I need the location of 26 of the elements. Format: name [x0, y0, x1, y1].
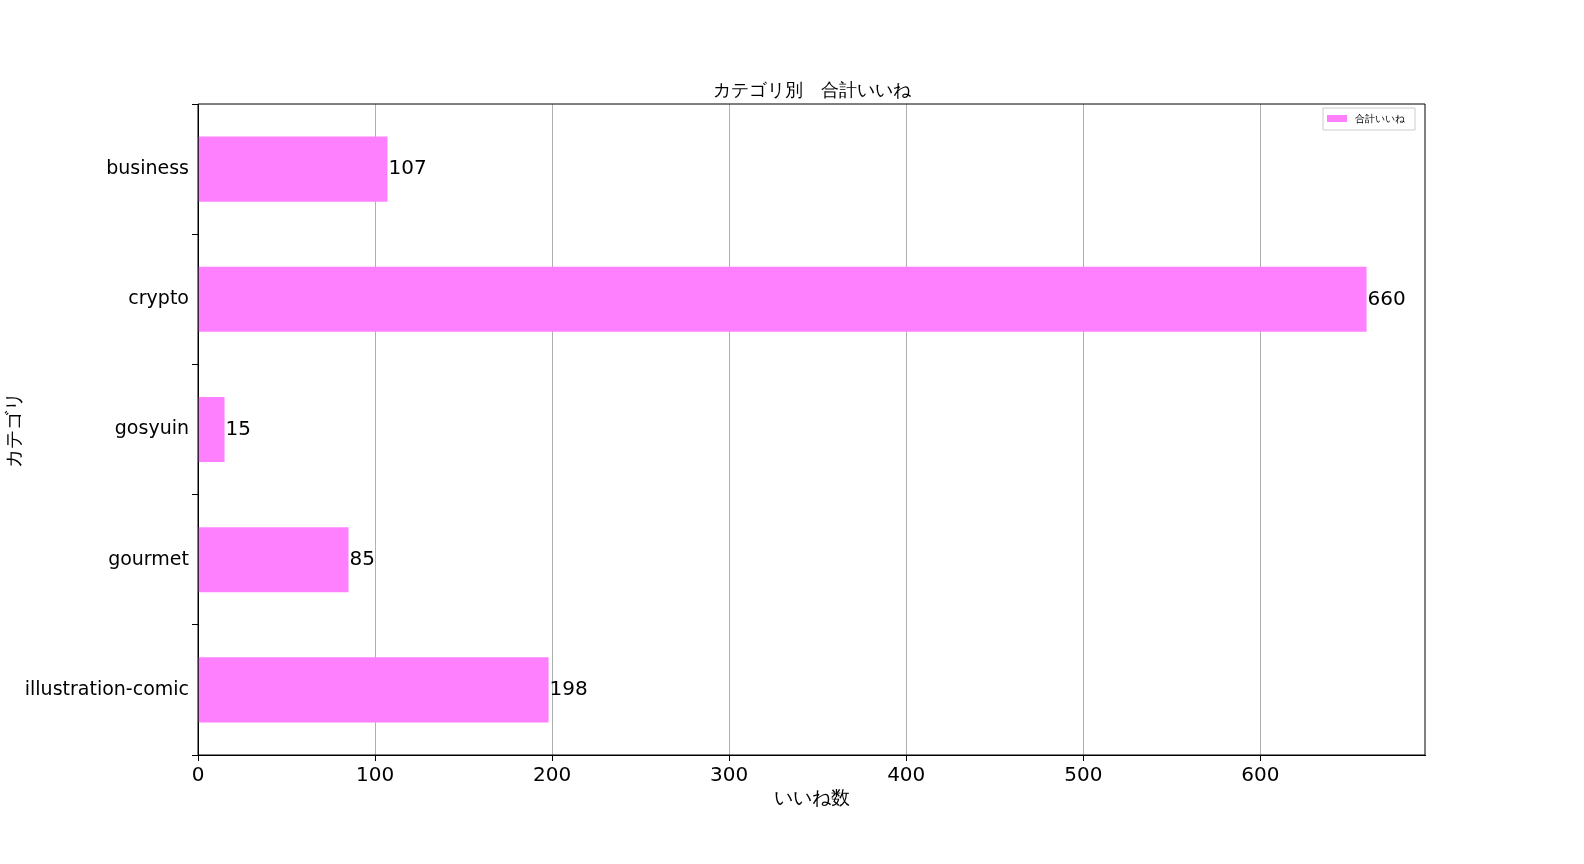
data-label: 15: [225, 415, 252, 440]
bar: [198, 396, 225, 463]
chart-title: カテゴリ別 合計いいね: [712, 78, 912, 100]
data-label: 198: [549, 676, 588, 701]
x-tick-label: 0: [191, 762, 205, 787]
data-label: 85: [349, 545, 375, 570]
bar: [198, 266, 1367, 332]
bar: [198, 136, 388, 202]
x-tick-label: 600: [1241, 762, 1280, 787]
bar: [198, 657, 549, 723]
bar: [198, 527, 349, 593]
y-axis-title: カテゴリ: [2, 391, 25, 468]
y-tick-label: crypto: [128, 286, 189, 309]
x-tick-label: 500: [1064, 762, 1103, 787]
x-axis-title: いいね数: [773, 785, 850, 808]
y-tick-label: business: [106, 156, 189, 179]
y-tick-label: gourmet: [108, 546, 189, 569]
data-label: 660: [1367, 285, 1406, 310]
x-tick-label: 200: [533, 762, 572, 787]
x-tick-label: 300: [710, 762, 749, 787]
x-tick-label: 400: [887, 762, 926, 787]
legend-label: 合計いいね: [1355, 112, 1406, 124]
x-tick-label: 100: [355, 762, 395, 787]
y-tick-label: gosyuin: [114, 416, 189, 439]
data-label: 107: [388, 155, 427, 180]
y-tick-label: illustration-comic: [24, 676, 189, 699]
